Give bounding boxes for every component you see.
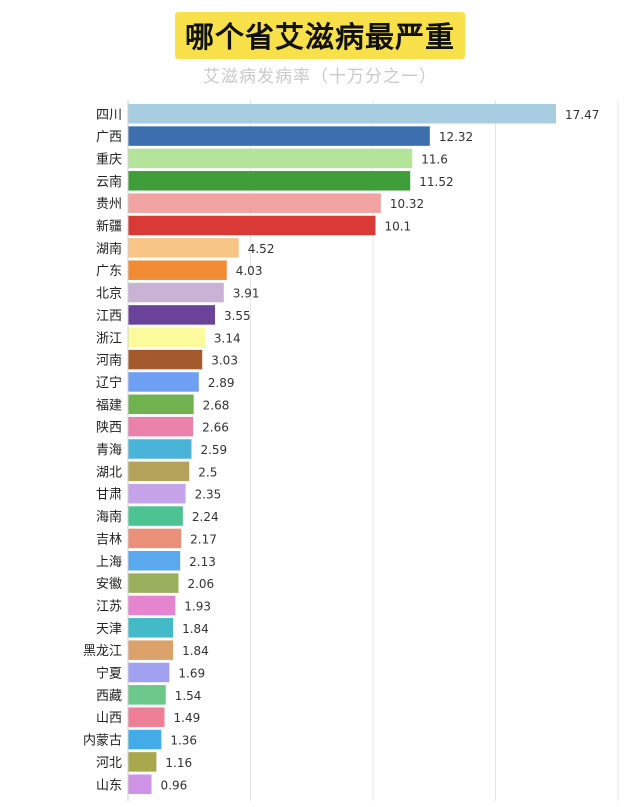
- category-label: 天津: [96, 622, 122, 637]
- category-label: 辽宁: [96, 375, 122, 391]
- chart-subtitle: 艾滋病发病率（十万分之一）: [203, 67, 437, 87]
- bar-7: [128, 238, 239, 258]
- bar-21: [128, 551, 181, 571]
- category-label: 陕西: [96, 421, 122, 436]
- bar-3: [128, 148, 413, 169]
- value-label: 0.96: [161, 778, 188, 792]
- bar-6: [128, 215, 376, 236]
- category-label: 宁夏: [96, 666, 122, 682]
- bar-23: [128, 595, 176, 616]
- bar-15: [128, 416, 194, 437]
- bar-30: [128, 752, 157, 772]
- category-label: 海南: [96, 509, 122, 525]
- category-label: 新疆: [96, 219, 122, 235]
- bar-28: [128, 707, 165, 727]
- category-label: 贵州: [96, 197, 122, 212]
- bar-17: [128, 461, 190, 482]
- value-label: 2.13: [189, 555, 216, 569]
- bar-9: [128, 282, 224, 303]
- value-label: 2.89: [208, 376, 235, 390]
- category-label: 湖南: [96, 241, 122, 257]
- category-label: 广西: [96, 130, 122, 145]
- value-label: 2.06: [187, 577, 214, 591]
- value-label: 3.55: [224, 309, 251, 323]
- value-label: 1.93: [184, 599, 211, 613]
- category-label: 吉林: [96, 532, 122, 547]
- value-label: 3.91: [233, 287, 260, 301]
- category-label: 西藏: [96, 689, 122, 704]
- value-label: 2.68: [203, 398, 230, 412]
- bar-24: [128, 618, 174, 638]
- bar-10: [128, 305, 215, 325]
- bar-20: [128, 528, 182, 549]
- bar-26: [128, 662, 170, 683]
- value-label: 11.52: [419, 175, 453, 189]
- value-label: 2.66: [202, 421, 229, 435]
- category-label: 甘肃: [96, 488, 122, 503]
- category-label: 江西: [96, 309, 122, 324]
- bar-18: [128, 483, 186, 504]
- category-label: 福建: [96, 398, 122, 413]
- bar-29: [128, 729, 162, 750]
- value-label: 11.6: [421, 152, 448, 166]
- bar-25: [128, 640, 174, 660]
- value-label: 1.69: [178, 667, 205, 681]
- value-label: 10.32: [390, 197, 424, 211]
- bar-22: [128, 573, 179, 593]
- bar-5: [128, 193, 381, 213]
- category-label: 四川: [96, 108, 122, 123]
- value-label: 17.47: [565, 108, 599, 122]
- chart-title: 哪个省艾滋病最严重: [174, 11, 465, 59]
- value-label: 10.1: [384, 220, 411, 234]
- value-label: 4.03: [236, 264, 263, 278]
- bar-12: [128, 349, 203, 370]
- category-label: 上海: [96, 555, 122, 570]
- bar-8: [128, 260, 227, 280]
- category-label: 北京: [96, 287, 122, 302]
- bar-14: [128, 394, 194, 415]
- bar-19: [128, 506, 183, 526]
- value-label: 2.5: [198, 465, 217, 479]
- value-label: 2.59: [200, 443, 227, 457]
- category-label: 重庆: [96, 151, 122, 167]
- value-label: 1.54: [175, 689, 202, 703]
- category-label: 青海: [96, 443, 122, 458]
- value-label: 3.14: [214, 331, 241, 345]
- value-label: 3.03: [211, 354, 238, 368]
- value-label: 4.52: [248, 242, 275, 256]
- bar-4: [128, 171, 411, 191]
- bar-11: [128, 327, 205, 347]
- category-label: 山西: [96, 711, 122, 726]
- category-label: 内蒙古: [83, 733, 122, 749]
- bar-16: [128, 439, 192, 459]
- category-label: 河南: [96, 353, 122, 369]
- value-label: 2.17: [190, 532, 217, 546]
- bar-1: [128, 104, 557, 124]
- category-label: 江苏: [96, 598, 122, 614]
- category-label: 山东: [96, 778, 122, 793]
- value-label: 1.16: [165, 756, 192, 770]
- bar-2: [128, 126, 430, 146]
- bar-27: [128, 685, 166, 705]
- category-label: 云南: [96, 174, 122, 190]
- value-label: 1.84: [182, 622, 209, 636]
- value-label: 12.32: [439, 130, 473, 144]
- value-label: 1.36: [170, 734, 197, 748]
- bar-13: [128, 372, 199, 392]
- title-container: 哪个省艾滋病最严重: [0, 10, 640, 60]
- category-label: 浙江: [96, 331, 122, 346]
- category-label: 安徽: [96, 577, 122, 592]
- bar-31: [128, 774, 152, 794]
- value-label: 1.49: [174, 711, 201, 725]
- value-label: 2.24: [192, 510, 219, 524]
- value-label: 1.84: [182, 644, 209, 658]
- category-label: 湖北: [96, 465, 122, 480]
- category-label: 河北: [96, 756, 122, 771]
- category-label: 黑龙江: [83, 644, 122, 659]
- category-label: 广东: [96, 264, 122, 279]
- value-label: 2.35: [195, 488, 222, 502]
